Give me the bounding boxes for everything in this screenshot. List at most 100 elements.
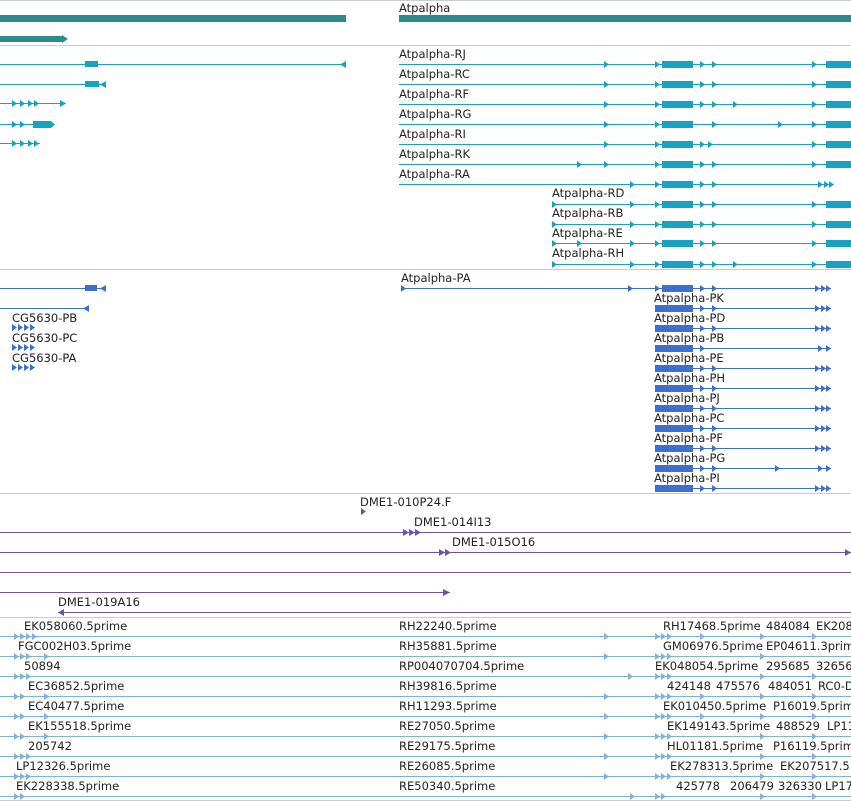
protein-feature-pj[interactable]: [655, 405, 831, 412]
est-label[interactable]: P16119.5prime: [773, 739, 851, 753]
est-label[interactable]: FGC002H03.5prime: [18, 639, 131, 653]
protein-feature-pd[interactable]: [655, 325, 831, 332]
clone-label-015o16[interactable]: DME1-015O16: [452, 535, 535, 549]
clone-label-010p24[interactable]: DME1-010P24.F: [360, 495, 451, 509]
est-label[interactable]: 484084: [766, 619, 810, 633]
transcript-feature-re[interactable]: [552, 240, 851, 247]
gene-label-atpalpha[interactable]: Atpalpha: [399, 1, 450, 15]
protein-label-cg5630-pa[interactable]: CG5630-PA: [12, 351, 77, 365]
est-label[interactable]: P16019.5prime: [773, 699, 851, 713]
est-label[interactable]: EK058060.5prime: [24, 619, 127, 633]
est-label[interactable]: LP12326.5prime: [16, 759, 110, 773]
protein-label-pj[interactable]: Atpalpha-PJ: [654, 391, 720, 405]
protein-label-cg5630-pb[interactable]: CG5630-PB: [12, 311, 77, 325]
transcript-label-ri[interactable]: Atpalpha-RI: [399, 127, 466, 141]
transcript-label-ra[interactable]: Atpalpha-RA: [399, 167, 470, 181]
clone-label-014i13[interactable]: DME1-014I13: [414, 515, 492, 529]
est-label[interactable]: EK155518.5prime: [28, 719, 131, 733]
transcript-label-rk[interactable]: Atpalpha-RK: [399, 147, 470, 161]
transcript-feature[interactable]: [0, 100, 66, 107]
transcript-label-rg[interactable]: Atpalpha-RG: [399, 107, 471, 121]
est-label[interactable]: RH39816.5prime: [399, 679, 497, 693]
transcript-label-rh[interactable]: Atpalpha-RH: [552, 246, 624, 260]
clone-feature-014i13[interactable]: [0, 529, 851, 536]
est-label[interactable]: RH22240.5prime: [399, 619, 497, 633]
est-label[interactable]: 205742: [28, 739, 72, 753]
est-label[interactable]: RE29175.5prime: [399, 739, 495, 753]
protein-feature-pe[interactable]: [655, 365, 831, 372]
protein-feature-pi[interactable]: [655, 485, 831, 492]
est-label[interactable]: EK010450.5prime: [663, 699, 766, 713]
transcript-feature[interactable]: [0, 61, 346, 68]
protein-feature[interactable]: [0, 285, 106, 292]
protein-feature-pa[interactable]: [401, 285, 831, 292]
protein-feature-pf[interactable]: [655, 445, 831, 452]
est-label[interactable]: EK278313.5prime: [670, 759, 773, 773]
protein-feature-cg5630-pc[interactable]: [12, 344, 35, 351]
transcript-label-rc[interactable]: Atpalpha-RC: [399, 67, 470, 81]
clone-feature[interactable]: [0, 589, 450, 596]
protein-label-pi[interactable]: Atpalpha-PI: [654, 471, 720, 485]
protein-feature-pk[interactable]: [655, 305, 831, 312]
est-label[interactable]: EK207517.5: [780, 759, 850, 773]
clone-feature-019a16[interactable]: [58, 609, 851, 616]
est-label[interactable]: LP17: [825, 779, 851, 793]
transcript-feature[interactable]: [0, 121, 55, 128]
transcript-feature-rf[interactable]: [399, 101, 851, 108]
protein-feature-ph[interactable]: [655, 385, 831, 392]
est-label[interactable]: LP11: [827, 719, 851, 733]
transcript-feature-rg[interactable]: [399, 121, 851, 128]
protein-feature[interactable]: [0, 305, 89, 312]
clone-feature-015o16[interactable]: [0, 549, 851, 556]
est-label[interactable]: 206479: [730, 779, 774, 793]
clone-label-019a16[interactable]: DME1-019A16: [58, 595, 140, 609]
protein-label-cg5630-pc[interactable]: CG5630-PC: [12, 331, 77, 345]
transcript-feature-ri[interactable]: [399, 141, 851, 148]
transcript-label-rb[interactable]: Atpalpha-RB: [552, 206, 623, 220]
transcript-label-re[interactable]: Atpalpha-RE: [552, 226, 623, 240]
gene-feature-atpalpha[interactable]: [399, 15, 851, 22]
est-label[interactable]: EK208: [816, 619, 851, 633]
protein-label-pa[interactable]: Atpalpha-PA: [401, 271, 471, 285]
transcript-feature-rb[interactable]: [552, 221, 851, 228]
est-label[interactable]: EC36852.5prime: [28, 679, 124, 693]
est-label[interactable]: 424148: [667, 679, 711, 693]
est-label[interactable]: 425778: [676, 779, 720, 793]
clone-feature-010p24[interactable]: [361, 508, 366, 515]
est-label[interactable]: 32656: [816, 659, 851, 673]
protein-label-pk[interactable]: Atpalpha-PK: [654, 291, 724, 305]
est-label[interactable]: EK149143.5prime: [667, 719, 770, 733]
transcript-feature-rd[interactable]: [552, 201, 851, 208]
transcript-feature[interactable]: [0, 140, 40, 147]
protein-label-ph[interactable]: Atpalpha-PH: [654, 371, 725, 385]
transcript-feature-rj[interactable]: [399, 61, 851, 68]
est-label[interactable]: EC40477.5prime: [28, 699, 124, 713]
protein-feature-cg5630-pa[interactable]: [12, 364, 35, 371]
transcript-feature-rk[interactable]: [399, 161, 851, 168]
est-label[interactable]: 295685: [766, 659, 810, 673]
transcript-label-rf[interactable]: Atpalpha-RF: [399, 87, 469, 101]
est-label[interactable]: GM06976.5prime: [663, 639, 763, 653]
est-label[interactable]: EK228338.5prime: [16, 779, 119, 793]
est-label[interactable]: 326330: [778, 779, 822, 793]
transcript-feature-rc[interactable]: [399, 81, 851, 88]
est-label[interactable]: 50894: [24, 659, 61, 673]
protein-feature-pc[interactable]: [655, 425, 831, 432]
est-label[interactable]: RH17468.5prime: [663, 619, 761, 633]
protein-label-pd[interactable]: Atpalpha-PD: [654, 311, 725, 325]
est-label[interactable]: RP004070704.5prime: [399, 659, 524, 673]
est-label[interactable]: EK048054.5prime: [655, 659, 758, 673]
protein-label-pe[interactable]: Atpalpha-PE: [654, 351, 724, 365]
transcript-feature[interactable]: [0, 81, 106, 88]
est-label[interactable]: RH11293.5prime: [399, 699, 497, 713]
transcript-feature-rh[interactable]: [552, 261, 851, 268]
protein-feature-pb[interactable]: [655, 345, 831, 352]
protein-label-pc[interactable]: Atpalpha-PC: [654, 411, 724, 425]
est-label[interactable]: RE27050.5prime: [399, 719, 495, 733]
est-label[interactable]: 475576: [716, 679, 760, 693]
protein-label-pb[interactable]: Atpalpha-PB: [654, 331, 724, 345]
protein-label-pf[interactable]: Atpalpha-PF: [654, 431, 723, 445]
transcript-feature-ra[interactable]: [399, 181, 834, 188]
est-label[interactable]: RE50340.5prime: [399, 779, 495, 793]
est-label[interactable]: RE26085.5prime: [399, 759, 495, 773]
